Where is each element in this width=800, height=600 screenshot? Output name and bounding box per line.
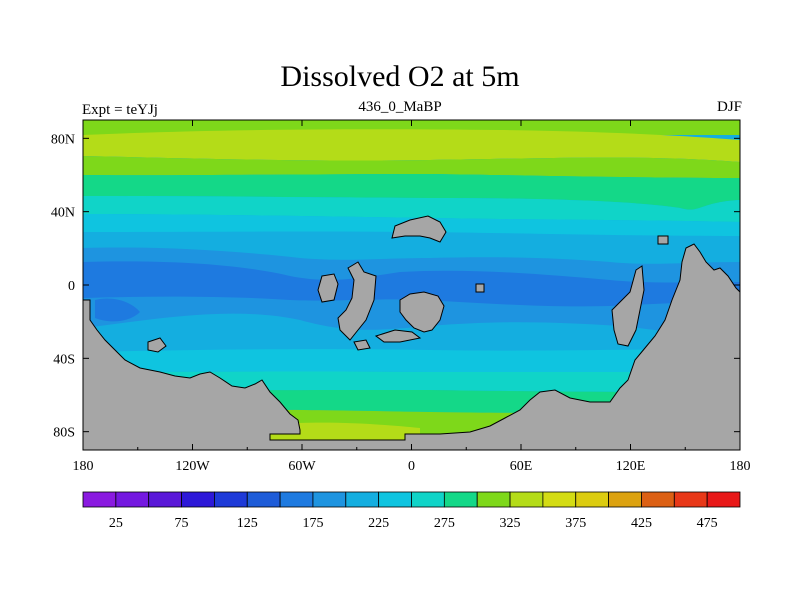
land-southern-supercontinent xyxy=(83,243,740,450)
age-label: 436_0_MaBP xyxy=(358,99,442,115)
colorbar-label: 125 xyxy=(237,516,258,531)
colorbar-label: 425 xyxy=(631,516,652,531)
colorbar-swatch xyxy=(181,491,215,508)
land-island-c xyxy=(399,291,445,333)
map-field xyxy=(83,120,740,450)
land-island-a xyxy=(317,273,339,303)
patch-south-325 xyxy=(270,422,420,440)
experiment-label: Expt = teYJj xyxy=(82,102,158,118)
y-tick-label: 40N xyxy=(51,206,75,221)
band-north-275 xyxy=(83,174,740,210)
colorbar-swatch xyxy=(115,491,150,508)
colorbar-swatch xyxy=(279,491,314,508)
season-label: DJF xyxy=(716,99,742,115)
colorbar-swatch xyxy=(673,491,708,508)
colorbar-label: 275 xyxy=(434,516,455,531)
band-north-325 xyxy=(83,129,740,162)
land-island-d xyxy=(374,329,422,343)
colorbar-swatch xyxy=(345,491,380,508)
land-islet-b xyxy=(475,283,485,293)
colorbar-swatch xyxy=(246,491,281,508)
colorbar-swatch xyxy=(213,491,248,508)
land-islet-d xyxy=(657,235,669,245)
band-eq-150 xyxy=(83,261,740,307)
chart-title: Dissolved O2 at 5m xyxy=(280,60,520,93)
x-axis: 180 120W 60W 0 60E 120E 180 xyxy=(73,120,751,474)
land-islet-c xyxy=(147,337,167,353)
y-tick-label: 80N xyxy=(51,132,75,147)
band-north-250 xyxy=(83,196,740,222)
x-tick-label: 120E xyxy=(616,459,646,474)
colorbar-swatch xyxy=(378,491,412,508)
y-tick-label: 40S xyxy=(53,352,75,367)
land-eastern-island xyxy=(611,265,645,347)
colorbar-swatch xyxy=(82,491,117,508)
land-islet-a xyxy=(353,339,371,351)
land-north-africa-block xyxy=(391,215,447,243)
colorbar-swatch xyxy=(509,491,544,508)
colorbar-swatch xyxy=(641,491,675,508)
colorbar: 25 75 125 175 225 275 325 375 425 475 xyxy=(82,491,741,531)
colorbar-swatch xyxy=(476,491,511,508)
patch-150-sw xyxy=(95,298,140,322)
y-axis: 80N 40N 0 40S 80S xyxy=(51,132,740,441)
colorbar-label: 25 xyxy=(109,516,123,531)
x-tick-label: 180 xyxy=(73,459,94,474)
colorbar-label: 375 xyxy=(565,516,586,531)
band-north-300b xyxy=(83,156,740,178)
colorbar-label: 325 xyxy=(500,516,521,531)
x-tick-label: 180 xyxy=(730,459,751,474)
y-tick-label: 80S xyxy=(53,426,75,441)
colorbar-label: 75 xyxy=(175,516,189,531)
colorbar-label: 225 xyxy=(368,516,389,531)
x-tick-label: 0 xyxy=(408,459,415,474)
colorbar-swatch xyxy=(608,491,642,508)
y-tick-label: 0 xyxy=(68,279,75,294)
colorbar-label: 475 xyxy=(697,516,718,531)
land-masses xyxy=(83,215,740,450)
band-south-225 xyxy=(83,349,740,372)
colorbar-swatch xyxy=(148,491,182,508)
colorbar-swatch xyxy=(312,491,347,508)
colorbar-swatch xyxy=(706,491,741,508)
colorbar-swatch xyxy=(575,491,609,508)
colorbar-swatch xyxy=(542,491,577,508)
x-tick-label: 60W xyxy=(288,459,316,474)
land-island-b xyxy=(337,261,377,341)
colorbar-label: 175 xyxy=(302,516,323,531)
colorbar-swatch xyxy=(443,491,478,508)
x-tick-label: 120W xyxy=(175,459,210,474)
colorbar-swatch xyxy=(411,491,445,508)
x-tick-label: 60E xyxy=(510,459,533,474)
